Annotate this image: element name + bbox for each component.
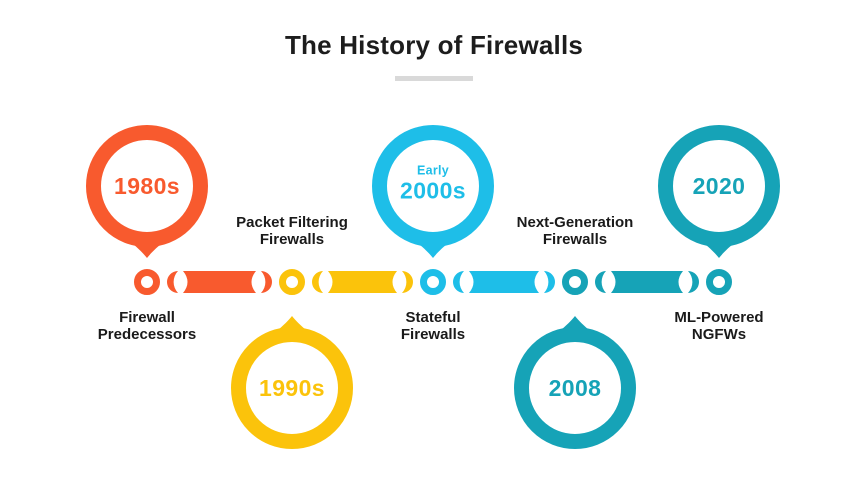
timeline-node	[279, 269, 305, 295]
page-title: The History of Firewalls	[284, 30, 584, 60]
year-value: 1990s	[259, 374, 325, 401]
timeline-segment-cap	[167, 271, 178, 293]
milestone-year-2000s: Early 2000s	[400, 164, 466, 205]
timeline-segment-cap	[312, 271, 323, 293]
year-value: 2000s	[400, 177, 466, 204]
timeline-segment-cap	[453, 271, 464, 293]
year-value: 1980s	[114, 172, 180, 199]
year-value: 2020	[692, 172, 746, 199]
milestone-year-1980s: 1980s	[114, 173, 180, 199]
milestone-circle	[86, 125, 208, 247]
year-value: 2008	[548, 374, 602, 401]
milestone-year-1990s: 1990s	[259, 375, 325, 401]
timeline-node	[706, 269, 732, 295]
timeline-node	[562, 269, 588, 295]
milestone-label-packet-filtering-firewalls: Packet Filtering Firewalls	[236, 214, 348, 248]
timeline-node	[134, 269, 160, 295]
milestone-circle	[231, 327, 353, 449]
title-underline	[395, 76, 473, 81]
milestone-label-firewall-predecessors: Firewall Predecessors	[97, 309, 197, 343]
milestone-circle	[372, 125, 494, 247]
timeline-bar-segment	[611, 271, 683, 293]
milestone-circle	[658, 125, 780, 247]
milestone-year-2008: 2008	[549, 375, 602, 401]
timeline-segment-cap	[402, 271, 413, 293]
milestone-year-2020: 2020	[693, 173, 746, 199]
milestone-label-next-generation-firewalls: Next-Generation Firewalls	[516, 214, 634, 248]
timeline-segment-cap	[544, 271, 555, 293]
milestone-label-ml-powered-ngfws: ML-Powered NGFWs	[674, 309, 764, 343]
milestone-circle	[514, 327, 636, 449]
timeline-bar-segment	[469, 271, 539, 293]
timeline-bar-segment	[328, 271, 397, 293]
year-prefix: Early	[416, 163, 450, 178]
timeline-segment-cap	[688, 271, 699, 293]
timeline-segment-cap	[261, 271, 272, 293]
milestone-label-stateful-firewalls: Stateful Firewalls	[400, 309, 466, 343]
timeline-segment-cap	[595, 271, 606, 293]
timeline-bar-segment	[183, 271, 256, 293]
timeline-node	[420, 269, 446, 295]
